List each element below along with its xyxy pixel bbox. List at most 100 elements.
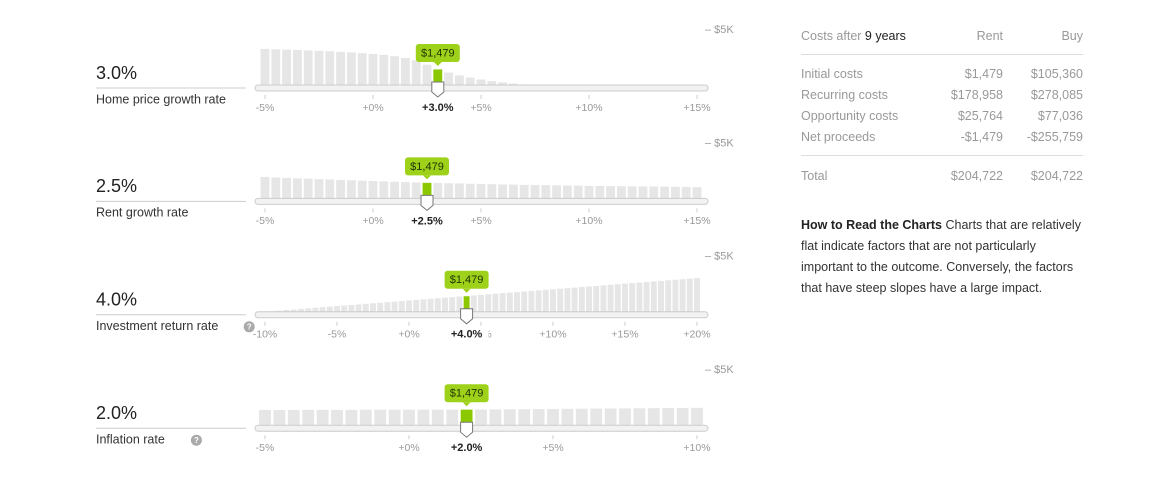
x-tick-label: -5% xyxy=(328,329,347,341)
bar xyxy=(282,177,292,200)
bar xyxy=(586,286,592,313)
bar xyxy=(571,287,578,313)
selected-label: +3.0% xyxy=(422,102,454,114)
bar xyxy=(370,303,376,313)
info-mark: ? xyxy=(194,436,199,445)
bar xyxy=(290,309,297,313)
y-tick-label: – $5K xyxy=(705,24,734,36)
header-prefix: Costs after xyxy=(801,28,862,43)
bar xyxy=(319,307,326,313)
factor-name: Rent growth rate xyxy=(96,206,188,220)
bar xyxy=(489,409,502,427)
bar xyxy=(374,409,387,427)
bar xyxy=(346,52,356,86)
bar xyxy=(282,49,292,86)
cell: $1,479 xyxy=(964,66,1003,81)
header-years[interactable]: 9 years xyxy=(864,28,906,43)
bar xyxy=(564,288,571,313)
tooltip-text: $1,479 xyxy=(450,274,484,286)
bar xyxy=(506,292,513,313)
bar xyxy=(260,177,270,200)
bar xyxy=(676,407,689,427)
x-tick-label: +0% xyxy=(398,329,419,341)
x-tick-label: +15% xyxy=(683,215,710,227)
tooltip-text: $1,479 xyxy=(450,388,484,400)
x-tick-label: +10% xyxy=(575,215,602,227)
bar xyxy=(325,179,335,200)
table-rows: Initial costs $1,479 $105,360 Recurring cos… xyxy=(801,63,1083,147)
bar xyxy=(584,185,594,200)
value-label: 2.5% xyxy=(96,176,137,196)
bar xyxy=(400,58,410,86)
bar xyxy=(557,288,564,313)
bar xyxy=(499,293,506,313)
slider-handle[interactable] xyxy=(460,308,474,325)
bar xyxy=(312,307,319,313)
bar xyxy=(561,408,574,427)
bar xyxy=(514,292,520,313)
tooltip-text: $1,479 xyxy=(410,161,444,173)
bar xyxy=(498,184,508,200)
track[interactable] xyxy=(254,424,709,432)
cell: $204,722 xyxy=(1030,168,1083,183)
track[interactable] xyxy=(254,197,709,205)
bar xyxy=(433,183,443,200)
slider-handle[interactable] xyxy=(420,194,434,212)
bar xyxy=(616,186,626,200)
bar xyxy=(449,297,456,313)
note-text: Charts that are relatively flat indicate… xyxy=(801,218,1081,295)
bar xyxy=(357,180,367,200)
bar xyxy=(287,409,300,427)
bar xyxy=(650,281,657,313)
bar xyxy=(532,409,545,427)
bar xyxy=(665,280,672,313)
info-icon[interactable] xyxy=(190,434,202,446)
slider-handle[interactable] xyxy=(431,81,445,98)
bar xyxy=(379,54,389,86)
track[interactable] xyxy=(254,84,709,92)
bar xyxy=(444,183,454,200)
bar xyxy=(422,64,432,86)
bar xyxy=(292,178,302,200)
bar xyxy=(600,285,607,313)
bar xyxy=(346,180,356,200)
track[interactable] xyxy=(254,311,709,319)
bar xyxy=(314,50,324,86)
cell: Recurring costs xyxy=(801,87,888,102)
bar xyxy=(325,51,335,86)
bar xyxy=(390,181,400,200)
bar xyxy=(368,181,378,200)
bar xyxy=(388,409,401,427)
bar xyxy=(326,306,333,313)
cell: Total xyxy=(801,168,828,183)
bar xyxy=(345,409,358,427)
x-tick-label: +5% xyxy=(470,102,491,114)
table-row: Net proceeds -$1,479 -$255,759 xyxy=(801,126,1083,147)
note: How to Read the Charts Charts that are r… xyxy=(801,215,1086,299)
bar xyxy=(273,409,286,427)
bar xyxy=(508,184,518,200)
bar xyxy=(406,300,412,313)
factor-name: Inflation rate xyxy=(96,432,165,446)
bar xyxy=(465,77,475,86)
y-tick-label: – $5K xyxy=(705,364,734,376)
slider-handle[interactable] xyxy=(460,421,474,438)
info-icon[interactable] xyxy=(243,321,255,333)
bar xyxy=(292,49,302,86)
cell: -$255,759 xyxy=(1026,129,1083,144)
bar xyxy=(660,186,670,200)
bar xyxy=(547,408,559,427)
value-label: 4.0% xyxy=(96,290,137,310)
bar xyxy=(433,69,443,86)
bar xyxy=(431,409,444,427)
bar xyxy=(519,184,529,200)
x-tick-label: -5% xyxy=(256,102,275,114)
bar xyxy=(336,51,346,86)
header-label: Costs after 9 years xyxy=(801,29,923,43)
bar xyxy=(398,301,405,313)
value-label: 2.0% xyxy=(96,403,137,423)
bar xyxy=(357,53,367,86)
x-tick-label: +0% xyxy=(362,215,383,227)
bar xyxy=(341,305,348,313)
